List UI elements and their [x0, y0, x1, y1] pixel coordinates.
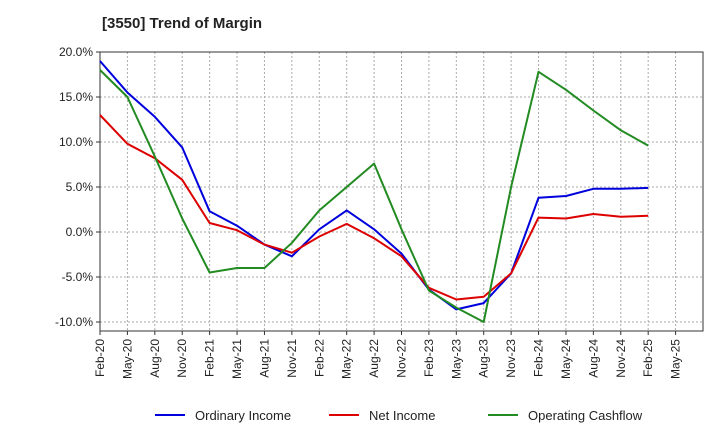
x-tick-label: Feb-22: [312, 339, 326, 377]
x-tick-label: Nov-20: [175, 339, 189, 378]
x-tick-label: Nov-21: [285, 339, 299, 378]
y-tick-label: -10.0%: [55, 315, 93, 329]
x-tick-label: Nov-23: [504, 339, 518, 378]
x-tick-label: Feb-23: [422, 339, 436, 377]
legend-label: Ordinary Income: [195, 408, 291, 423]
x-tick-label: Aug-23: [477, 339, 491, 378]
x-tick-label: Nov-22: [395, 339, 409, 378]
x-tick-label: May-20: [120, 339, 134, 379]
x-tick-label: Feb-21: [203, 339, 217, 377]
x-tick-label: Aug-24: [586, 339, 600, 378]
x-tick-label: Aug-22: [367, 339, 381, 378]
series-line-net-income: [99, 114, 649, 301]
y-tick-label: 10.0%: [59, 135, 93, 149]
x-tick-label: Aug-20: [148, 339, 162, 378]
x-tick-label: May-21: [230, 339, 244, 379]
y-tick-label: 5.0%: [66, 180, 94, 194]
legend-label: Net Income: [369, 408, 435, 423]
x-tick-label: May-23: [449, 339, 463, 379]
y-tick-label: 15.0%: [59, 90, 93, 104]
y-tick-label: 0.0%: [66, 225, 94, 239]
chart-title: [3550] Trend of Margin: [102, 15, 263, 32]
y-tick-label: -5.0%: [62, 270, 94, 284]
series-line-ordinary-income: [99, 60, 649, 311]
x-tick-label: May-22: [340, 339, 354, 379]
y-tick-label: 20.0%: [59, 45, 93, 59]
x-tick-label: May-25: [669, 339, 683, 379]
x-tick-label: Feb-20: [93, 339, 107, 377]
x-tick-label: Feb-24: [532, 339, 546, 377]
x-tick-label: Feb-25: [641, 339, 655, 377]
series-line-operating-cashflow: [99, 69, 649, 323]
plot-frame: [99, 51, 704, 332]
x-tick-label: Nov-24: [614, 339, 628, 378]
legend-label: Operating Cashflow: [528, 408, 643, 423]
x-tick-label: Aug-21: [257, 339, 271, 378]
x-tick-label: May-24: [559, 339, 573, 379]
